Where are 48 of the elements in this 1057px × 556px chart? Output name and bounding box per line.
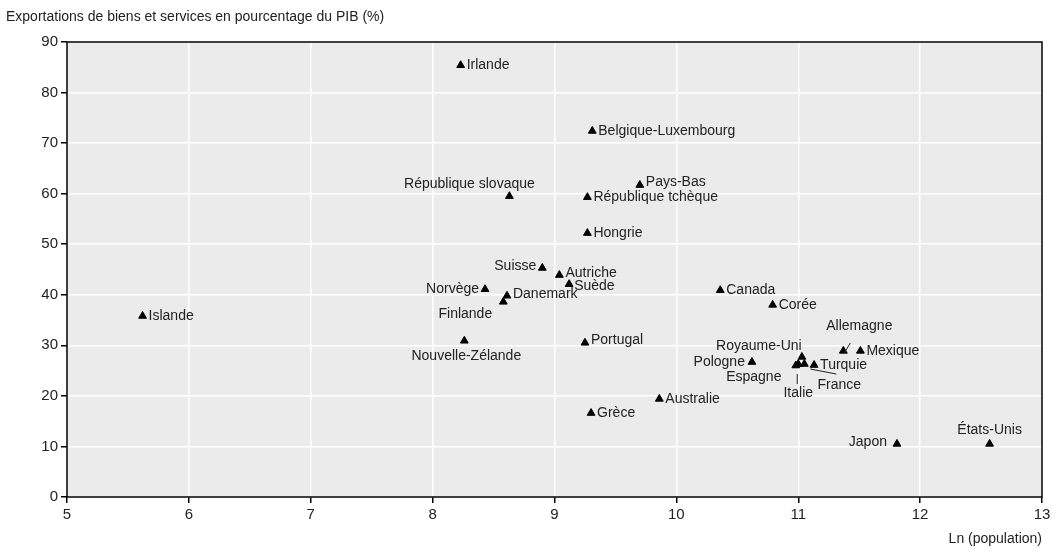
x-axis-title: Ln (population) [948, 530, 1042, 546]
y-tick-label: 30 [41, 335, 58, 353]
annotation: Canada [726, 281, 776, 298]
annotation: États-Unis [957, 420, 1022, 437]
x-tick-label: 8 [428, 505, 437, 523]
annotation: Nouvelle-Zélande [411, 346, 522, 363]
x-tick-label: 11 [790, 505, 807, 523]
annotation: Turquie [820, 355, 868, 372]
annotation: République tchèque [593, 188, 719, 205]
annotation: République slovaque [404, 175, 535, 192]
x-tick-label: 7 [306, 505, 315, 523]
annotation: Suisse [494, 256, 537, 273]
x-tick-label: 13 [1033, 505, 1051, 523]
x-tick-label: 6 [184, 505, 194, 523]
annotation: Irlande [466, 56, 510, 73]
y-tick-label: 50 [41, 234, 58, 252]
y-tick-label: 0 [49, 487, 58, 505]
annotation: Grèce [597, 403, 636, 420]
annotation: France [817, 375, 862, 392]
annotation: Portugal [590, 330, 644, 347]
annotation: Islande [148, 306, 194, 323]
annotation: Pays-Bas [645, 172, 706, 189]
annotation: Italie [783, 383, 814, 400]
annotation: Royaume-Uni [716, 336, 802, 353]
y-tick-label: 20 [41, 386, 58, 404]
annotation: Pologne [693, 352, 746, 369]
x-tick-label: 10 [668, 505, 685, 523]
annotation: Australie [665, 389, 720, 406]
y-tick-label: 10 [41, 436, 58, 454]
annotation: Allemagne [826, 316, 893, 333]
annotation: Belgique-Luxembourg [598, 121, 736, 138]
y-tick-label: 40 [41, 284, 58, 302]
annotation: Hongrie [593, 223, 643, 240]
annotation: Finlande [438, 304, 493, 321]
y-tick-label: 80 [41, 82, 58, 100]
y-tick-label: 90 [41, 32, 58, 50]
annotation: Corée [778, 295, 817, 312]
annotation: Mexique [866, 341, 920, 358]
x-tick-label: 5 [62, 505, 72, 523]
y-tick-label: 70 [41, 133, 58, 151]
annotation: Norvège [426, 280, 480, 297]
annotation: Espagne [726, 368, 782, 385]
x-tick-label: 12 [911, 505, 929, 523]
y-axis-title: Exportations de biens et services en pourcentage du PIB (%) [6, 8, 385, 24]
annotation: Japon [848, 432, 887, 449]
y-tick-label: 60 [41, 183, 58, 201]
annotation: Autriche [565, 263, 617, 280]
x-tick-label: 9 [550, 505, 559, 523]
